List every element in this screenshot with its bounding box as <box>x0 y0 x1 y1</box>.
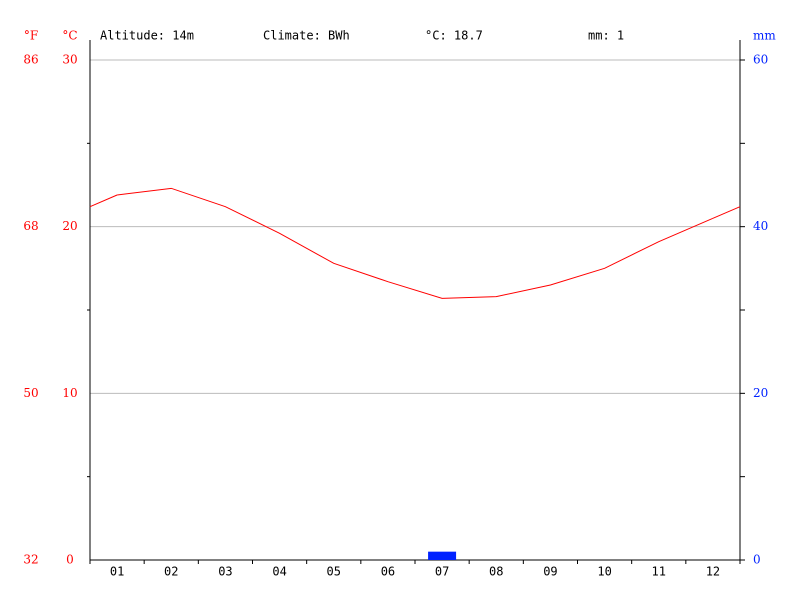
x-tick-label: 07 <box>435 565 449 579</box>
x-tick-label: 01 <box>110 565 124 579</box>
y2-axis-label: mm <box>753 29 776 43</box>
x-tick-label: 09 <box>543 565 557 579</box>
x-tick-label: 06 <box>381 565 395 579</box>
temperature-line-wrap <box>89 194 118 208</box>
annotation: Climate: BWh <box>263 29 350 43</box>
f-axis-label: °F <box>24 29 38 43</box>
bar <box>428 551 457 560</box>
y-tick-label: 0 <box>66 553 74 567</box>
y-tick-label: 10 <box>62 386 77 400</box>
y-tick-label: 30 <box>62 53 77 67</box>
f-tick-label: 68 <box>23 219 38 233</box>
y2-tick-label: 60 <box>753 53 768 67</box>
x-tick-label: 08 <box>489 565 503 579</box>
f-tick-label: 32 <box>23 553 38 567</box>
x-tick-label: 05 <box>327 565 341 579</box>
x-tick-label: 11 <box>652 565 666 579</box>
annotation: mm: 1 <box>588 29 624 43</box>
x-tick-label: 03 <box>218 565 232 579</box>
x-tick-label: 12 <box>706 565 720 579</box>
x-tick-label: 04 <box>272 565 286 579</box>
y2-tick-label: 40 <box>753 219 768 233</box>
y-axis-label: °C <box>62 29 77 43</box>
x-tick-label: 02 <box>164 565 178 579</box>
temperature-line-wrap <box>712 206 741 219</box>
y-tick-label: 20 <box>62 219 77 233</box>
temperature-line <box>117 187 714 299</box>
annotation: Altitude: 14m <box>100 29 194 43</box>
f-tick-label: 86 <box>23 53 38 67</box>
y2-tick-label: 20 <box>753 386 768 400</box>
y2-tick-label: 0 <box>753 553 761 567</box>
x-tick-label: 10 <box>597 565 611 579</box>
annotation: °C: 18.7 <box>425 29 483 43</box>
f-tick-label: 50 <box>23 386 38 400</box>
